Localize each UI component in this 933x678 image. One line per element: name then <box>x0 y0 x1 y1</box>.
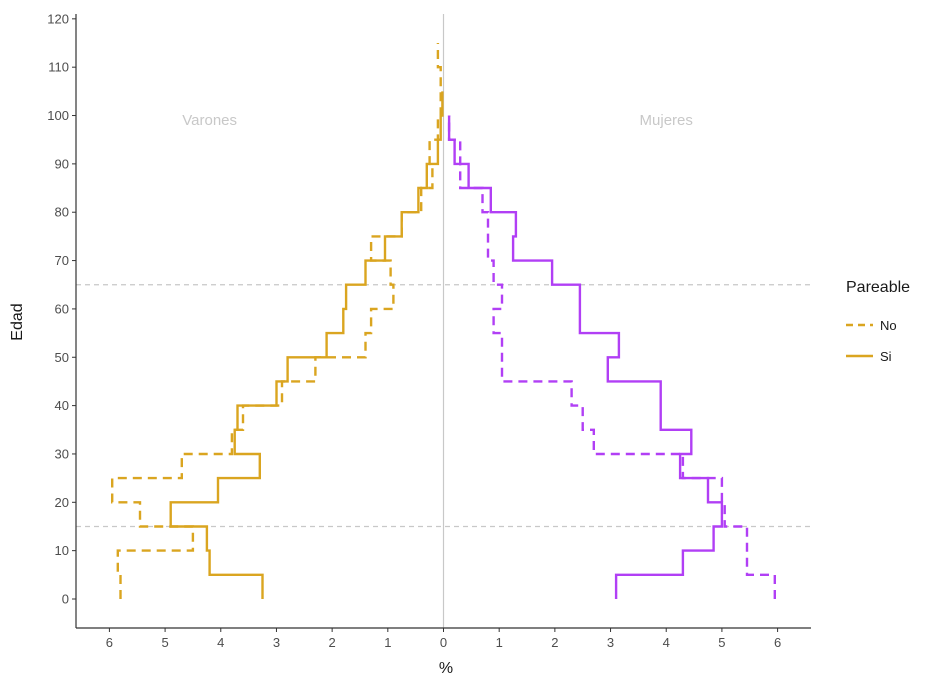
legend-label-no: No <box>880 318 897 333</box>
x-tick-label: 4 <box>217 635 224 650</box>
y-tick-label: 0 <box>62 591 69 606</box>
x-tick-label: 5 <box>718 635 725 650</box>
y-tick-label: 60 <box>55 301 69 316</box>
x-tick-label: 4 <box>663 635 670 650</box>
x-tick-label: 5 <box>161 635 168 650</box>
y-tick-label: 120 <box>47 11 69 26</box>
y-tick-label: 10 <box>55 543 69 558</box>
x-tick-label: 2 <box>329 635 336 650</box>
y-tick-label: 30 <box>55 446 69 461</box>
annotation-varones: Varones <box>182 112 237 129</box>
x-tick-label: 6 <box>106 635 113 650</box>
legend-title: Pareable <box>846 279 910 296</box>
y-axis-title: Edad <box>9 303 26 340</box>
y-tick-label: 110 <box>48 60 69 75</box>
y-tick-label: 70 <box>55 253 69 268</box>
x-tick-label: 3 <box>273 635 280 650</box>
series-line-varones-no <box>111 43 442 599</box>
series-line-mujeres-si <box>447 115 724 599</box>
annotation-mujeres: Mujeres <box>640 112 693 129</box>
annotations: Varones Mujeres <box>182 112 693 129</box>
x-tick-label: 2 <box>551 635 558 650</box>
x-tick-label: 6 <box>774 635 781 650</box>
legend-entries: No Si <box>846 318 897 364</box>
series-line-varones-si <box>169 91 444 599</box>
y-tick-label: 100 <box>47 108 69 123</box>
y-tick-label: 50 <box>55 350 69 365</box>
series-line-mujeres-no <box>447 115 776 599</box>
x-tick-label: 3 <box>607 635 614 650</box>
x-axis-title: % <box>439 660 453 677</box>
x-tick-label: 1 <box>384 635 391 650</box>
x-tick-label: 1 <box>496 635 503 650</box>
legend: Pareable No Si <box>846 279 910 364</box>
y-tick-label: 80 <box>55 205 69 220</box>
y-tick-label: 90 <box>55 156 69 171</box>
legend-label-si: Si <box>880 349 892 364</box>
y-tick-label: 40 <box>55 398 69 413</box>
series-lines <box>111 43 776 599</box>
y-tick-label: 20 <box>55 495 69 510</box>
x-tick-label: 0 <box>440 635 447 650</box>
